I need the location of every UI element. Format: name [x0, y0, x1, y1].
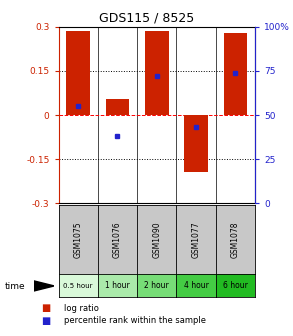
Text: 0.5 hour: 0.5 hour: [64, 283, 93, 289]
Text: GDS115 / 8525: GDS115 / 8525: [99, 12, 194, 25]
Bar: [224, 33, 247, 115]
Text: 1 hour: 1 hour: [105, 281, 130, 290]
Text: GSM1090: GSM1090: [152, 221, 161, 258]
Bar: [145, 31, 168, 115]
Polygon shape: [34, 281, 54, 291]
Text: ■: ■: [41, 316, 50, 326]
Text: GSM1075: GSM1075: [74, 221, 83, 258]
Text: GSM1076: GSM1076: [113, 221, 122, 258]
Text: log ratio: log ratio: [64, 304, 99, 313]
Bar: [106, 99, 129, 115]
Bar: [67, 31, 90, 115]
Text: percentile rank within the sample: percentile rank within the sample: [64, 317, 207, 325]
Text: ■: ■: [41, 303, 50, 313]
Bar: [184, 115, 208, 172]
Text: 6 hour: 6 hour: [223, 281, 248, 290]
Text: 4 hour: 4 hour: [184, 281, 208, 290]
Text: 2 hour: 2 hour: [144, 281, 169, 290]
Text: GSM1077: GSM1077: [192, 221, 200, 258]
Text: time: time: [4, 282, 25, 291]
Text: GSM1078: GSM1078: [231, 221, 240, 258]
